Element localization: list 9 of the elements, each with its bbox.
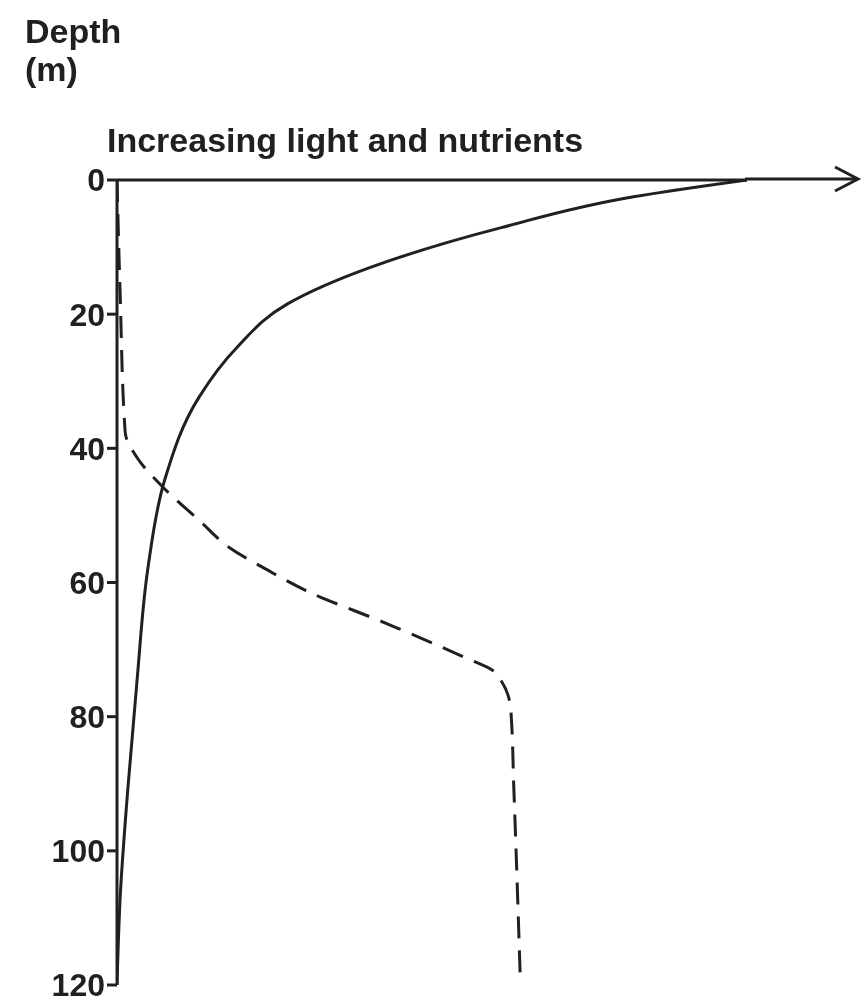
y-tick-label: 20 [69, 296, 105, 333]
y-tick-label: 40 [69, 430, 105, 467]
y-axis-title: Depth (m) [25, 12, 122, 88]
y-tick-label: 80 [69, 699, 105, 736]
x-axis-title: Increasing light and nutrients [107, 121, 584, 160]
y-tick-label: 0 [87, 162, 105, 199]
y-tick-label: 60 [69, 564, 105, 601]
y-tick-label: 120 [51, 967, 105, 1004]
y-tick-label: 100 [51, 833, 105, 870]
